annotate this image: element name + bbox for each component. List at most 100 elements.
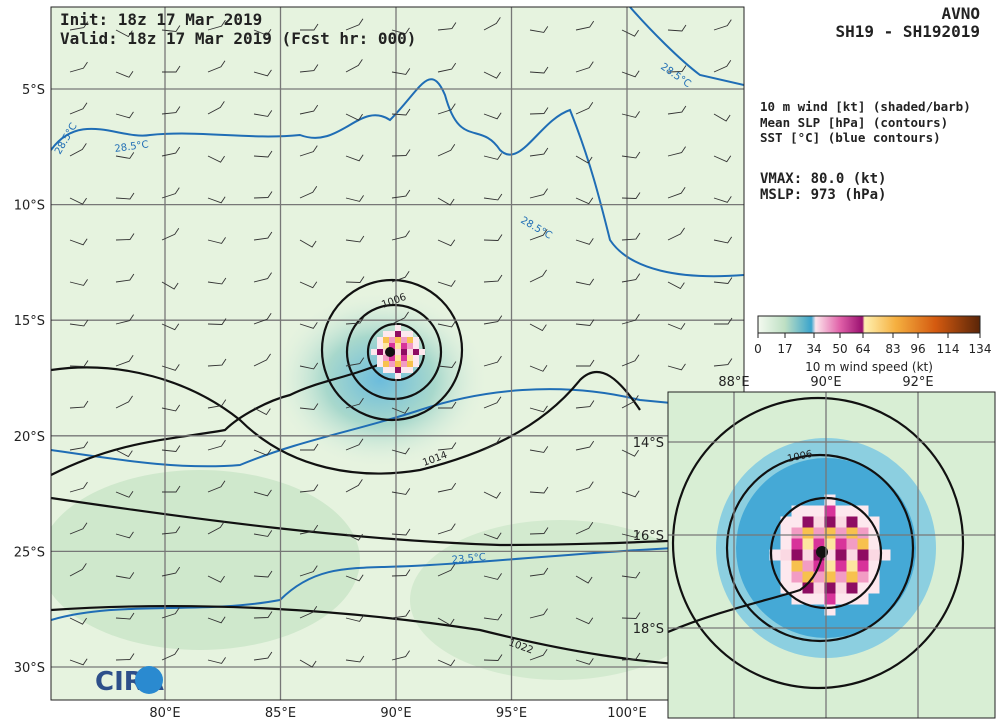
wind-barb: [299, 186, 318, 199]
wind-barb: [345, 357, 365, 367]
wind-barb: [621, 531, 640, 538]
wind-cell: [780, 571, 792, 583]
wind-barb: [207, 657, 226, 664]
wind-barb: [299, 565, 318, 577]
wind-barb: [621, 395, 639, 409]
wind-barb: [115, 572, 135, 579]
wind-barb: [69, 617, 87, 625]
wind-barb: [115, 273, 135, 283]
wind-barb: [207, 19, 226, 31]
wind-cell: [389, 343, 395, 349]
wind-barb: [575, 440, 595, 451]
wind-cell: [813, 582, 825, 594]
wind-barb: [345, 235, 365, 243]
wind-cell: [377, 343, 383, 349]
lon-label: 95°E: [496, 706, 527, 721]
wind-barb: [483, 573, 502, 580]
wind-barb: [667, 363, 686, 371]
wind-cell: [395, 361, 401, 367]
wind-barb: [207, 277, 227, 285]
colorbar-tick-label: 0: [754, 342, 762, 356]
wind-barb: [483, 193, 503, 201]
wind-cell: [377, 355, 383, 361]
wind-cell: [383, 331, 389, 337]
wind-cell: [780, 538, 792, 550]
wind-barb: [299, 281, 318, 289]
wind-barb: [207, 60, 226, 73]
storm-center: [385, 347, 395, 357]
wind-barb: [437, 361, 457, 368]
wind-cell: [835, 560, 847, 572]
wind-barb: [115, 111, 134, 119]
wind-barb: [714, 317, 733, 325]
wind-barb: [667, 227, 685, 241]
wind-barb: [437, 197, 455, 206]
wind-barb: [529, 26, 549, 33]
wind-barb: [300, 443, 319, 451]
wind-barb: [437, 617, 455, 626]
wind-barb: [575, 400, 595, 409]
wind-barb: [529, 188, 548, 199]
wind-cell: [835, 593, 847, 605]
wind-cell: [846, 593, 858, 605]
wind-barb: [529, 364, 548, 372]
wind-barb: [621, 151, 641, 159]
wind-cell: [413, 355, 419, 361]
wind-barb: [483, 153, 502, 160]
wind-barb: [299, 145, 318, 157]
wind-cell: [868, 538, 880, 550]
wind-barb: [621, 313, 640, 325]
wind-barb: [713, 60, 732, 73]
colorbar-tick-label: 134: [969, 342, 992, 356]
wind-cell: [802, 549, 814, 561]
wind-barb: [253, 611, 273, 619]
wind-barb: [575, 238, 594, 245]
wind-barb: [115, 152, 135, 159]
wind-barb: [391, 609, 411, 619]
wind-cell: [824, 494, 836, 506]
wind-barb: [391, 270, 410, 283]
wind-barb: [483, 315, 503, 325]
wind-barb: [69, 238, 88, 246]
wind-barb: [69, 441, 89, 451]
legend-line: 10 m wind [kt] (shaded/barb): [760, 99, 971, 114]
wind-cell: [824, 560, 836, 572]
wind-cell: [857, 538, 869, 550]
wind-barb: [713, 19, 732, 31]
wind-cell: [813, 516, 825, 528]
wind-barb: [115, 449, 133, 458]
slp-contour: [51, 604, 744, 670]
wind-barb: [529, 527, 549, 535]
slp-contour: [320, 278, 464, 422]
wind-cell: [395, 355, 401, 361]
wind-barb: [69, 279, 88, 286]
wind-cell: [389, 361, 395, 367]
wind-barb: [345, 195, 364, 202]
wind-cell: [835, 549, 847, 561]
lon-label: 90°E: [380, 706, 411, 721]
wind-cell: [769, 549, 781, 561]
wind-barb: [575, 20, 595, 31]
wind-barb: [161, 404, 181, 412]
wind-barb: [437, 144, 456, 157]
wind-cell: [780, 516, 792, 528]
shading: [410, 520, 710, 680]
wind-barb: [345, 113, 363, 121]
wind-barb: [437, 22, 457, 31]
wind-cell: [377, 349, 383, 355]
colorbar-tick-label: 96: [910, 342, 925, 356]
wind-barb: [529, 648, 548, 661]
wind-cell: [824, 505, 836, 517]
wind-barb: [529, 446, 549, 453]
wind-barb: [483, 355, 502, 367]
wind-cell: [813, 538, 825, 550]
wind-barb: [207, 616, 226, 624]
wind-barb: [345, 18, 364, 31]
wind-cell: [824, 516, 836, 528]
wind-barb: [391, 108, 411, 116]
wind-barb: [667, 186, 686, 199]
inset-lon-label: 90°E: [810, 375, 841, 390]
wind-barb: [391, 311, 409, 325]
wind-barb: [115, 395, 133, 409]
